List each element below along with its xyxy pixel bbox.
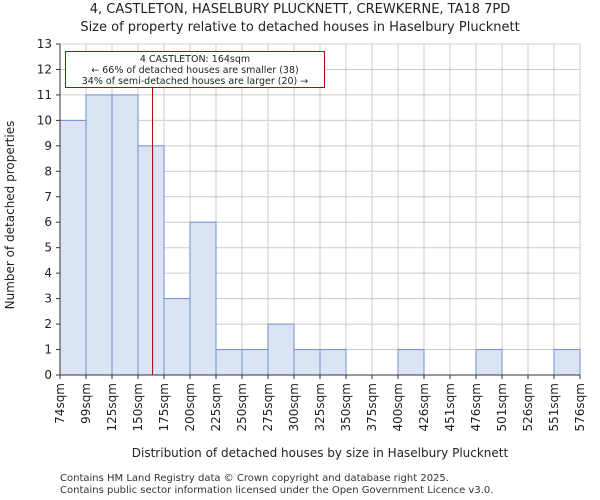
x-tick-label: 501sqm [495,383,509,431]
histogram-bar [475,349,503,376]
annotation-line-2: ← 66% of detached houses are smaller (38… [91,65,299,76]
histogram-bar [215,349,243,376]
histogram-bar [163,298,191,376]
x-tick-label: 275sqm [261,383,275,431]
x-tick-label: 426sqm [417,383,431,431]
histogram-bar [553,349,581,376]
histogram-bar [241,349,269,376]
x-tick-labels: 74sqm 99sqm 125sqm 150sqm 175sqm 200sqm 225sqm… [53,383,587,431]
y-tick-label: 6 [44,215,52,229]
y-tick-label: 13 [37,37,52,51]
histogram-bar [137,145,165,376]
y-tick-label: 5 [44,241,52,255]
annotation-line-3: 34% of semi-detached houses are larger (… [81,76,309,87]
x-tick-label: 250sqm [235,383,249,431]
y-tick-label: 7 [44,190,52,204]
y-tick-label: 0 [44,368,52,382]
x-tick-label: 325sqm [313,383,327,431]
bars [59,94,581,376]
annotation-line-1: 4 CASTLETON: 164sqm [139,54,251,65]
histogram-bar [397,349,425,376]
y-tick-label: 11 [37,88,52,102]
x-tick-label: 476sqm [469,383,483,431]
axes [56,43,581,379]
annotation-box: 4 CASTLETON: 164sqm ← 66% of detached ho… [65,51,325,88]
x-tick-label: 451sqm [443,383,457,431]
x-tick-label: 300sqm [287,383,301,431]
histogram-bar [85,94,113,376]
footer-line-1: Contains HM Land Registry data © Crown c… [60,473,449,484]
x-tick-label: 74sqm [53,383,67,424]
x-tick-label: 175sqm [157,383,171,431]
y-tick-label: 3 [44,292,52,306]
x-tick-label: 99sqm [79,383,93,424]
y-axis-label: Number of detached properties [3,121,17,310]
y-tick-label: 10 [37,113,52,127]
x-tick-label: 526sqm [521,383,535,431]
x-axis-label: Distribution of detached houses by size … [132,446,509,460]
y-tick-label: 4 [44,266,52,280]
chart-title: 4, CASTLETON, HASELBURY PLUCKNETT, CREWK… [89,2,511,17]
y-tick-label: 9 [44,139,52,153]
y-tick-label: 12 [37,62,52,76]
y-tick-label: 2 [44,317,52,331]
x-tick-label: 225sqm [209,383,223,431]
x-tick-label: 125sqm [105,383,119,431]
footer-line-2: Contains public sector information licen… [60,485,494,496]
y-tick-label: 8 [44,164,52,178]
x-tick-label: 551sqm [547,383,561,431]
histogram-bar [189,221,217,376]
x-tick-label: 150sqm [131,383,145,431]
histogram-bar [59,119,87,376]
x-tick-label: 576sqm [573,383,587,431]
x-tick-label: 350sqm [339,383,353,431]
histogram-bar [319,349,347,376]
chart-subtitle: Size of property relative to detached ho… [80,20,520,35]
y-tick-label: 1 [44,343,52,357]
x-tick-label: 375sqm [365,383,379,431]
x-tick-label: 400sqm [391,383,405,431]
histogram-bar [293,349,321,376]
x-tick-label: 200sqm [183,383,197,431]
histogram-bar [267,323,295,376]
histogram-bar [111,94,139,376]
